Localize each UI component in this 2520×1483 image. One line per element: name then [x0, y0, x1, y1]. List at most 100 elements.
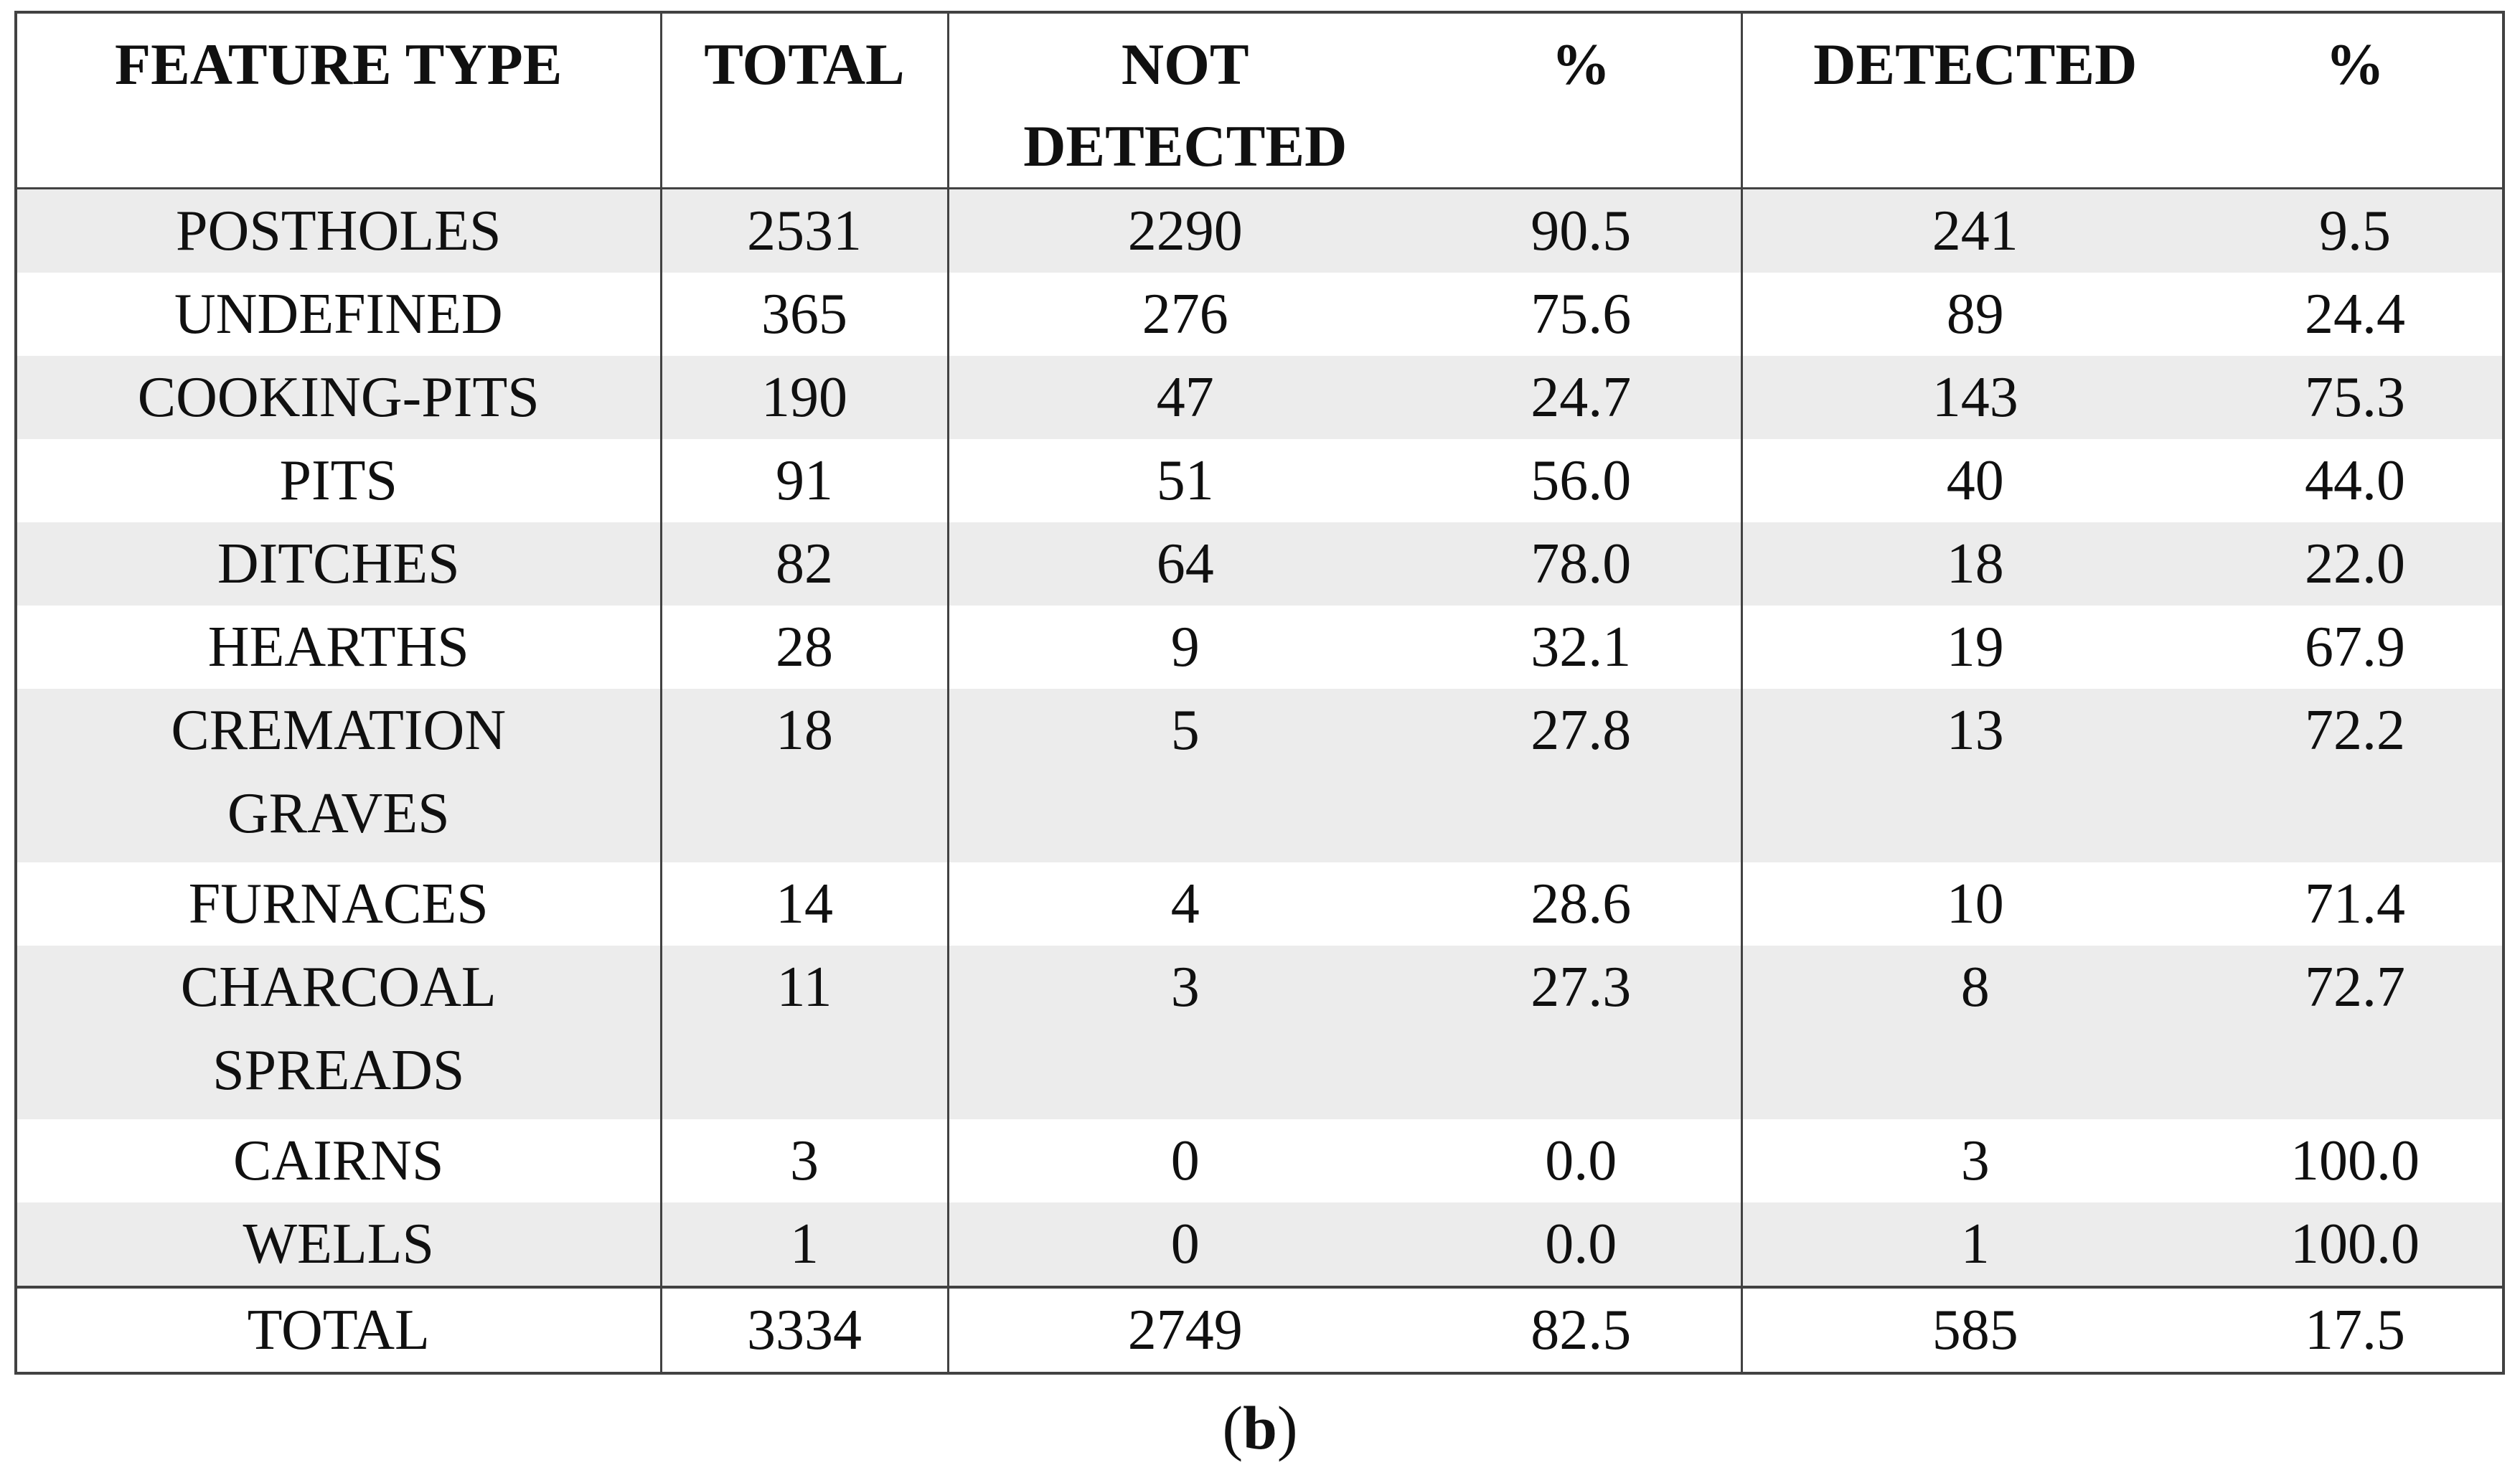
header-row: FEATURE TYPE TOTAL NOT DETECTED % DETECT… — [16, 12, 2503, 189]
cell-not-detected-pct: 0.0 — [1421, 1202, 1743, 1287]
cell-not-detected-pct: 0.0 — [1421, 1119, 1743, 1202]
caption-letter: b — [1243, 1393, 1277, 1462]
cell-feature: DITCHES — [16, 522, 662, 606]
cell-detected-pct: 9.5 — [2319, 199, 2391, 263]
header-cell-not-detected: NOT DETECTED — [1023, 32, 1348, 179]
cell-not-detected-pct: 82.5 — [1421, 1287, 1743, 1373]
row-postholes: POSTHOLES 2531 2290 90.5 241 9.5 — [16, 188, 2503, 273]
cell-total: 28 — [661, 606, 949, 689]
cell-total: 3 — [661, 1119, 949, 1202]
feature-detection-table: FEATURE TYPE TOTAL NOT DETECTED % DETECT… — [14, 11, 2505, 1375]
cell-total: 365 — [661, 273, 949, 356]
cell-feature: COOKING-PITS — [16, 356, 662, 439]
cell-not-detected: 51 — [1156, 449, 1214, 512]
figure-caption: (b) — [0, 1392, 2520, 1464]
cell-total: 82 — [661, 522, 949, 606]
cell-not-detected: 47 — [1156, 366, 1214, 429]
cell-not-detected: 2749 — [1127, 1299, 1243, 1362]
cell-feature: CAIRNS — [16, 1119, 662, 1202]
row-hearths: HEARTHS 28 9 32.1 19 67.9 — [16, 606, 2503, 689]
cell-not-detected: 4 — [1170, 872, 1200, 936]
cell-detected-pct: 100.0 — [2290, 1213, 2420, 1276]
cell-total: 18 — [661, 689, 949, 862]
table-body: POSTHOLES 2531 2290 90.5 241 9.5 UNDEFIN… — [16, 188, 2503, 1287]
header-cell-total: TOTAL — [661, 12, 949, 189]
cell-total: 11 — [661, 946, 949, 1119]
cell-detected-pct: 44.0 — [2305, 449, 2405, 512]
cell-total: 14 — [661, 862, 949, 946]
cell-detected: 1 — [1960, 1213, 1990, 1276]
cell-feature: WELLS — [16, 1202, 662, 1287]
row-wells: WELLS 1 0 0.0 1 100.0 — [16, 1202, 2503, 1287]
cell-not-detected: 0 — [1170, 1213, 1200, 1276]
cell-detected: 241 — [1932, 199, 2018, 263]
cell-detected-pct: 72.7 — [2305, 956, 2405, 1019]
cell-detected-pct: 71.4 — [2305, 872, 2405, 936]
cell-detected-pct: 24.4 — [2305, 283, 2405, 346]
cell-not-detected: 0 — [1170, 1129, 1200, 1192]
header-cell-detected: DETECTED — [1813, 32, 2138, 97]
cell-not-detected-pct: 56.0 — [1421, 439, 1743, 522]
header-cell-feature-type: FEATURE TYPE — [16, 12, 662, 189]
caption-open-paren: ( — [1222, 1393, 1243, 1462]
table-header: FEATURE TYPE TOTAL NOT DETECTED % DETECT… — [16, 12, 2503, 189]
cell-not-detected-pct: 27.3 — [1421, 946, 1743, 1119]
cell-not-detected: 9 — [1170, 616, 1200, 679]
cell-feature: CHARCOAL SPREADS — [16, 946, 662, 1119]
page: FEATURE TYPE TOTAL NOT DETECTED % DETECT… — [0, 11, 2520, 1483]
cell-detected: 89 — [1946, 283, 2004, 346]
row-pits: PITS 91 51 56.0 40 44.0 — [16, 439, 2503, 522]
cell-feature: FURNACES — [16, 862, 662, 946]
row-undefined: UNDEFINED 365 276 75.6 89 24.4 — [16, 273, 2503, 356]
cell-detected-pct: 22.0 — [2305, 532, 2405, 595]
header-cell-detected-pct: % — [2326, 32, 2384, 97]
cell-not-detected: 2290 — [1127, 199, 1243, 263]
cell-detected-pct: 67.9 — [2305, 616, 2405, 679]
cell-detected: 585 — [1932, 1299, 2018, 1362]
cell-not-detected-pct: 90.5 — [1421, 188, 1743, 273]
cell-detected-pct: 17.5 — [2305, 1299, 2405, 1362]
cell-feature: HEARTHS — [16, 606, 662, 689]
cell-detected: 10 — [1946, 872, 2004, 936]
cell-feature: UNDEFINED — [16, 273, 662, 356]
cell-total: 3334 — [661, 1287, 949, 1373]
cell-not-detected-pct: 28.6 — [1421, 862, 1743, 946]
cell-feature: TOTAL — [16, 1287, 662, 1373]
cell-detected-pct: 72.2 — [2305, 699, 2405, 762]
cell-not-detected: 3 — [1170, 956, 1200, 1019]
row-cairns: CAIRNS 3 0 0.0 3 100.0 — [16, 1119, 2503, 1202]
table-footer: TOTAL 3334 2749 82.5 585 17.5 — [16, 1287, 2503, 1373]
cell-not-detected-pct: 78.0 — [1421, 522, 1743, 606]
cell-not-detected-pct: 75.6 — [1421, 273, 1743, 356]
cell-feature: CREMATION GRAVES — [16, 689, 662, 862]
cell-not-detected: 276 — [1142, 283, 1228, 346]
cell-not-detected-pct: 27.8 — [1421, 689, 1743, 862]
cell-total: 1 — [661, 1202, 949, 1287]
header-cell-not-detected-pct: % — [1421, 12, 1743, 189]
cell-detected: 13 — [1946, 699, 2004, 762]
row-furnaces: FURNACES 14 4 28.6 10 71.4 — [16, 862, 2503, 946]
cell-total: 91 — [661, 439, 949, 522]
cell-detected: 3 — [1960, 1129, 1990, 1192]
cell-detected-pct: 75.3 — [2305, 366, 2405, 429]
cell-detected: 143 — [1932, 366, 2018, 429]
cell-detected: 18 — [1946, 532, 2004, 595]
cell-detected: 19 — [1946, 616, 2004, 679]
cell-not-detected-pct: 32.1 — [1421, 606, 1743, 689]
row-charcoal-spreads: CHARCOAL SPREADS 11 3 27.3 8 72.7 — [16, 946, 2503, 1119]
cell-feature: PITS — [16, 439, 662, 522]
cell-feature: POSTHOLES — [16, 188, 662, 273]
cell-detected: 8 — [1960, 956, 1990, 1019]
cell-total: 2531 — [661, 188, 949, 273]
row-cooking-pits: COOKING-PITS 190 47 24.7 143 75.3 — [16, 356, 2503, 439]
cell-not-detected-pct: 24.7 — [1421, 356, 1743, 439]
row-cremation-graves: CREMATION GRAVES 18 5 27.8 13 72.2 — [16, 689, 2503, 862]
cell-detected: 40 — [1946, 449, 2004, 512]
cell-total: 190 — [661, 356, 949, 439]
row-ditches: DITCHES 82 64 78.0 18 22.0 — [16, 522, 2503, 606]
caption-close-paren: ) — [1277, 1393, 1298, 1462]
cell-not-detected: 5 — [1170, 699, 1200, 762]
cell-detected-pct: 100.0 — [2290, 1129, 2420, 1192]
cell-not-detected: 64 — [1156, 532, 1214, 595]
row-total: TOTAL 3334 2749 82.5 585 17.5 — [16, 1287, 2503, 1373]
